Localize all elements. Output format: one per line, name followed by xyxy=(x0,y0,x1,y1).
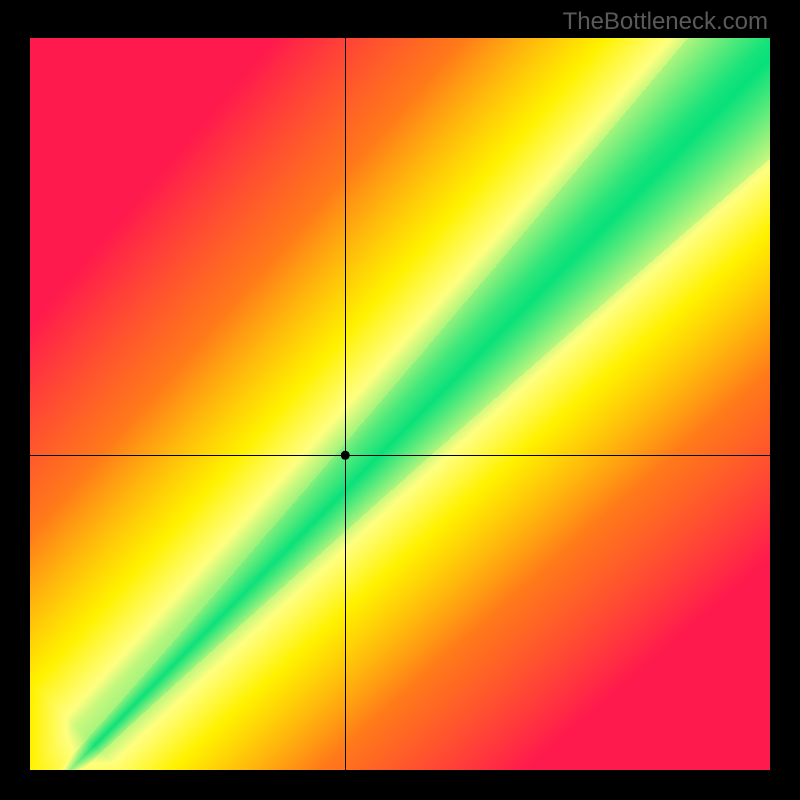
watermark-text: TheBottleneck.com xyxy=(563,8,768,36)
heatmap-canvas xyxy=(30,38,770,770)
heatmap-plot xyxy=(30,38,770,770)
